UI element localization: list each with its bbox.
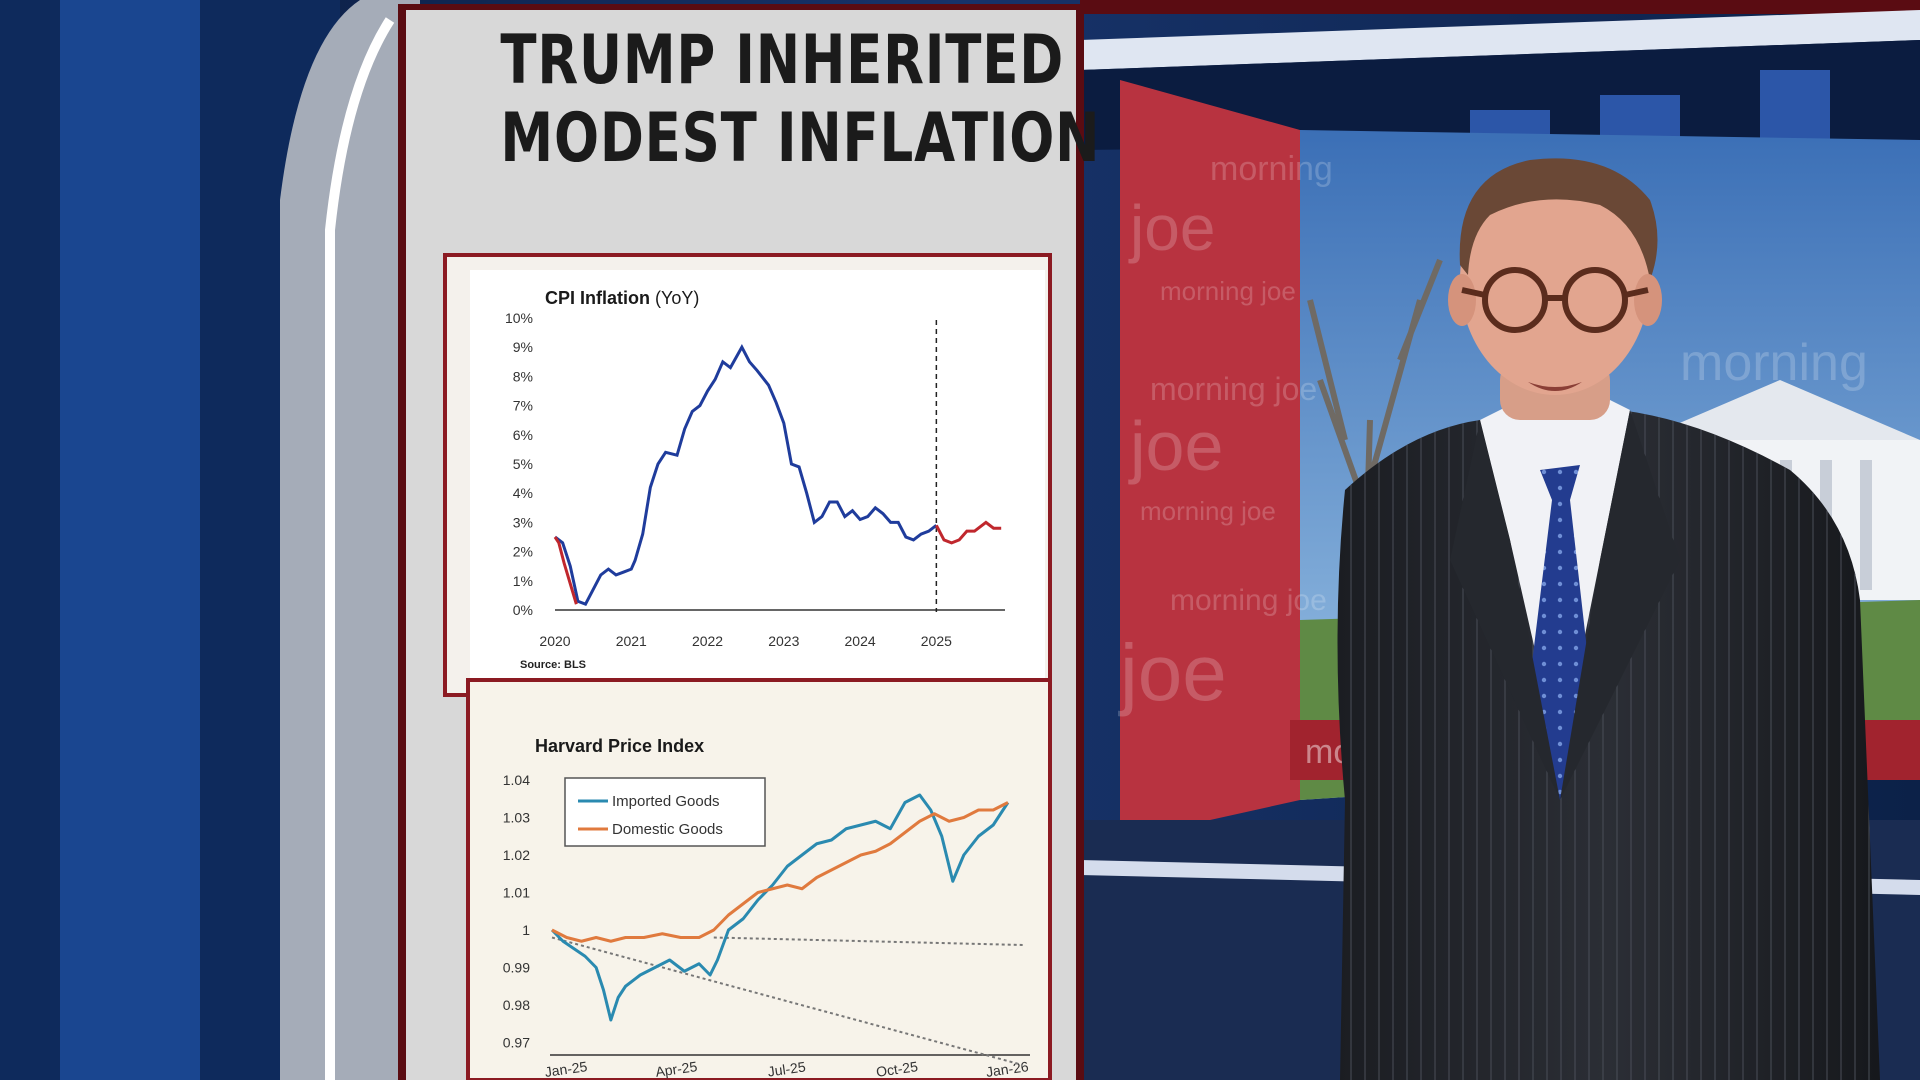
cpi-y-tick-label: 8% — [513, 368, 533, 384]
harvard-chart-title: Harvard Price Index — [535, 736, 704, 756]
presenter-head — [1460, 165, 1650, 395]
cpi-y-tick-label: 1% — [513, 573, 533, 589]
watermark-7: morning joe — [1170, 584, 1327, 617]
harvard-x-tick-label: Apr-25 — [654, 1058, 698, 1080]
presenter-mouth — [1528, 382, 1582, 391]
cpi-y-tick-label: 9% — [513, 339, 533, 355]
cpi-x-axis: 2020 2021 2022 2023 2024 2025 — [539, 633, 952, 649]
harvard-series — [550, 793, 1010, 1022]
cpi-y-tick-label: 3% — [513, 514, 533, 530]
harvard-legend: Imported Goods Domestic Goods — [564, 777, 766, 847]
legend-label-imported: Imported Goods — [612, 793, 720, 810]
watermark-4: morning joe — [1150, 371, 1317, 407]
cpi-x-tick-label: 2020 — [539, 633, 570, 649]
cpi-y-tick-label: 4% — [513, 485, 533, 501]
watermark-9: morning — [1680, 334, 1868, 392]
watermark-5: joe — [1128, 407, 1223, 485]
watermark-1: morning — [1210, 150, 1333, 188]
red-video-wall — [1120, 80, 1300, 840]
harvard-y-axis: 0.97 0.98 0.99 1 1.01 1.02 1.03 1.04 — [503, 772, 530, 1051]
watermark-3: morning joe — [1160, 276, 1296, 306]
harvard-x-tick-label: Jan-26 — [985, 1058, 1030, 1080]
cpi-series — [553, 344, 1002, 607]
harvard-x-tick-label: Jul-25 — [767, 1058, 807, 1079]
ceiling-strip — [1080, 0, 1920, 14]
presenter-glasses — [1461, 267, 1649, 333]
cpi-source-note: Source: BLS — [520, 659, 586, 671]
domestic-goods-line — [551, 801, 1009, 943]
cpi-chart-panel: CPI Inflation (YoY) 0% 1% 2% 3% 4% 5% 6% 7% 8% 9%… — [443, 253, 1052, 697]
left-arch-highlight — [325, 17, 395, 1080]
cpi-y-tick-label: 2% — [513, 544, 533, 560]
cpi-panel-inner — [470, 270, 1045, 688]
white-house-pediment — [1640, 380, 1920, 440]
cpi-y-axis: 0% 1% 2% 3% 4% 5% 6% 7% 8% 9% 10% — [505, 310, 533, 618]
harvard-y-tick-label: 0.98 — [503, 997, 530, 1013]
presenter-ear-right — [1634, 274, 1662, 326]
presenter — [1337, 158, 1880, 1080]
harvard-chart-panel: Harvard Price Index 0.97 0.98 0.99 1 1.01 1.0… — [466, 678, 1052, 1080]
watermark-8: joe — [1118, 628, 1227, 717]
ceiling-dark — [1080, 40, 1920, 150]
presenter-lapel-left — [1450, 420, 1560, 800]
cpi-y-tick-label: 0% — [513, 602, 533, 618]
cpi-y-tick-label: 6% — [513, 427, 533, 443]
watermark-2: joe — [1128, 192, 1215, 264]
cpi-x-tick-label: 2021 — [616, 633, 647, 649]
cpi-line-post-2025 — [935, 520, 1002, 545]
legend-label-domestic: Domestic Goods — [612, 821, 723, 838]
harvard-y-tick-label: 1.03 — [503, 810, 530, 826]
harvard-x-tick-label: Jan-25 — [544, 1058, 589, 1080]
left-arch-frame — [280, 0, 420, 1080]
harvard-y-tick-label: 0.99 — [503, 960, 530, 976]
cpi-x-tick-label: 2023 — [768, 633, 799, 649]
harvard-y-tick-label: 0.97 — [503, 1035, 530, 1051]
cpi-y-tick-label: 5% — [513, 456, 533, 472]
presenter-lapel-right — [1560, 410, 1680, 800]
cpi-x-tick-label: 2025 — [921, 633, 952, 649]
cpi-x-tick-label: 2024 — [845, 633, 876, 649]
imported-goods-line — [550, 793, 1010, 1022]
cpi-title-suffix: (YoY) — [655, 288, 699, 308]
cpi-y-tick-label: 7% — [513, 398, 533, 414]
cpi-line-early-2020 — [553, 536, 578, 605]
presenter-ear-left — [1448, 274, 1476, 326]
harvard-y-tick-label: 1.04 — [503, 772, 530, 788]
cpi-title-main: CPI Inflation — [545, 288, 650, 308]
watermark-6: morning joe — [1140, 496, 1276, 526]
headline-line-2: MODEST INFLATION — [500, 99, 1101, 178]
harvard-y-tick-label: 1.01 — [503, 885, 530, 901]
harvard-x-axis: Jan-25 Apr-25 Jul-25 Oct-25 Jan-26 — [544, 1058, 1030, 1080]
headline-line-1: TRUMP INHERITED — [500, 21, 1065, 100]
cpi-line-pre-2025 — [554, 344, 938, 607]
cpi-y-tick-label: 10% — [505, 310, 533, 326]
headline: TRUMP INHERITED MODEST INFLATION — [500, 21, 1101, 178]
left-blue-column — [60, 0, 200, 1080]
harvard-y-tick-label: 1 — [522, 922, 530, 938]
cpi-chart-title: CPI Inflation (YoY) — [545, 288, 699, 308]
legend-box — [564, 777, 766, 847]
ceiling-light-band — [1080, 10, 1920, 70]
presenter-hair — [1459, 158, 1658, 280]
harvard-x-tick-label: Oct-25 — [875, 1058, 919, 1080]
ceiling-blue-bar-3 — [1760, 70, 1830, 140]
harvard-y-tick-label: 1.02 — [503, 847, 530, 863]
cpi-x-tick-label: 2022 — [692, 633, 723, 649]
